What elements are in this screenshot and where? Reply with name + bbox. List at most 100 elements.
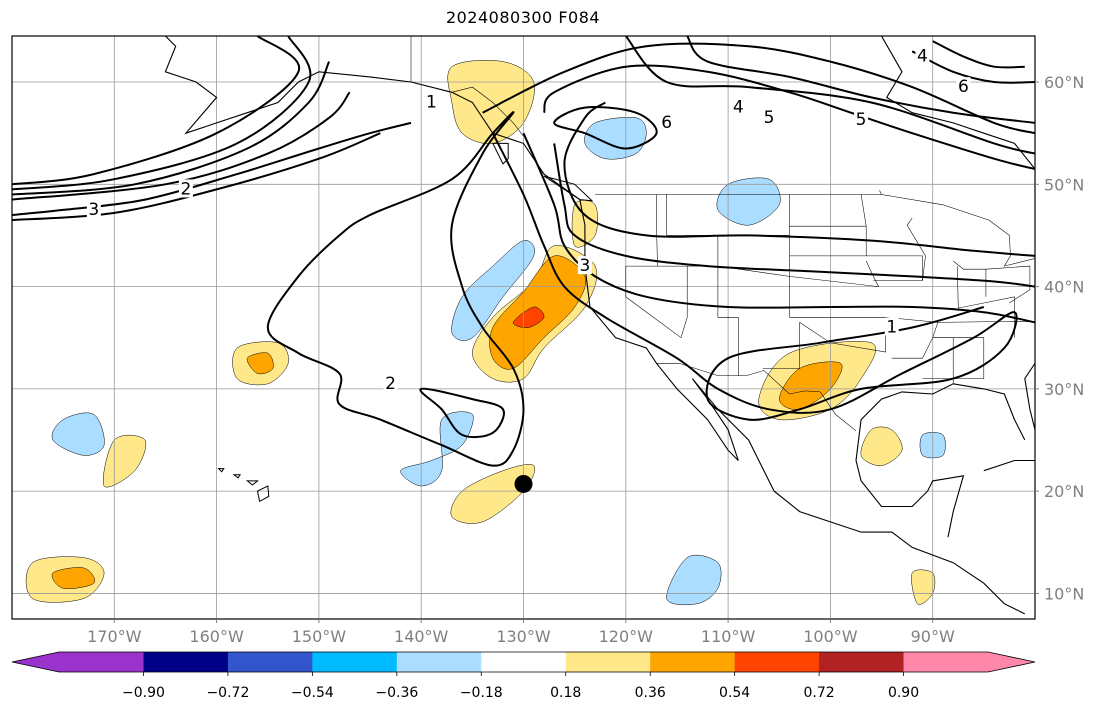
contour-line-14	[482, 42, 1035, 135]
anomaly-orange-sw-pacific	[51, 567, 95, 589]
border-us-mexico	[656, 363, 857, 432]
contour-label-bg	[577, 256, 592, 275]
colorbar-swatch	[565, 652, 651, 672]
anomaly-yellow-gulf-alaska	[447, 60, 535, 144]
contour-label-bg	[424, 92, 439, 111]
contour-label: 6	[958, 77, 969, 97]
anomaly-blue-interior	[716, 177, 781, 226]
contour-label: 4	[917, 46, 928, 66]
contour-label: 2	[385, 374, 396, 394]
coastline-east	[1024, 362, 1035, 430]
contour-label: 4	[733, 98, 744, 118]
lat-label: 40°N	[1044, 278, 1084, 297]
colorbar-swatch	[312, 652, 398, 672]
colorbar-swatch	[734, 652, 820, 672]
anomaly-red-offshore-ca	[513, 306, 545, 328]
lon-label: 140°W	[394, 627, 449, 646]
colorbar-outline	[11, 651, 1036, 673]
island-maui	[245, 480, 259, 486]
anomaly-blue-north-pacific	[451, 240, 535, 341]
coastline-cuba	[983, 459, 1035, 472]
contour-line-11	[553, 143, 1035, 288]
border-us-canada-great-lakes	[881, 194, 1035, 267]
contour-label: 5	[856, 110, 867, 130]
contour-label: 5	[764, 108, 775, 128]
contour-label-bg	[956, 77, 971, 96]
lat-label: 50°N	[1044, 175, 1084, 194]
border-state-11	[860, 194, 867, 227]
colorbar-swatch	[396, 652, 482, 672]
contour-line-17	[625, 36, 1035, 155]
anomaly-blue-west-pacific	[51, 412, 105, 456]
contour-label-bg	[854, 109, 869, 128]
contour-label-bg	[915, 46, 930, 65]
axis-labels-layer: 170°W 160°W 150°W 140°W 130°W 120°W 110°W 100°W…	[87, 73, 1084, 646]
lon-label: 130°W	[496, 627, 551, 646]
contour-line-12	[563, 101, 1035, 257]
border-alaska-panhandle	[410, 81, 524, 137]
lat-label: 10°N	[1044, 584, 1084, 603]
contour-label: 1	[426, 92, 437, 112]
contour-line-7	[12, 36, 301, 186]
anomaly-shading-layer	[25, 60, 946, 606]
contour-line-8	[419, 387, 505, 439]
contour-line-19	[911, 50, 1035, 84]
border-state-3	[656, 194, 658, 267]
colorbar-swatch	[481, 652, 567, 672]
colorbar-tick-label: −0.36	[375, 685, 418, 701]
contour-label-bg	[762, 107, 777, 126]
lat-label: 20°N	[1044, 482, 1084, 501]
map-title: 2024080300 F084	[445, 8, 601, 27]
contour-label-bg	[884, 317, 899, 336]
island-vancouver	[543, 175, 594, 202]
anomaly-blue-near-marker	[400, 411, 474, 487]
border-state-2	[625, 266, 682, 338]
colorbar-under-extension	[12, 652, 144, 672]
contour-line-1	[266, 111, 525, 467]
anomaly-orange-hawaii-ne	[246, 352, 274, 375]
contour-label-bg	[86, 199, 101, 218]
colorbar-swatch	[650, 652, 736, 672]
contour-label: 6	[661, 113, 672, 133]
colorbar-tick-label: 0.18	[550, 685, 581, 701]
lon-label: 100°W	[803, 627, 858, 646]
contour-label-bg	[178, 179, 193, 198]
colorbar-tick-label: 0.72	[804, 685, 835, 701]
colorbar-swatch	[227, 652, 313, 672]
contour-label: 3	[579, 256, 590, 276]
border-state-4	[717, 235, 739, 376]
border-us-canada-west	[595, 190, 882, 195]
colorbar-tick-label: 0.36	[635, 685, 666, 701]
lat-label: 60°N	[1044, 73, 1084, 92]
contours-layer	[12, 36, 1035, 467]
colorbar-tick-label: −0.18	[460, 685, 503, 701]
contour-line-16	[553, 106, 658, 150]
contour-label: 2	[180, 179, 191, 199]
contour-line-13	[543, 64, 1035, 170]
contour-line-2	[12, 121, 412, 216]
colorbar-swatch	[143, 652, 229, 672]
marker-layer	[514, 474, 533, 493]
contour-line-4	[12, 91, 351, 201]
anomaly-yellow-gulf-mexico	[860, 426, 903, 466]
colorbar-tick-label: 0.90	[888, 685, 919, 701]
colorbar-tick-label: −0.54	[291, 685, 334, 701]
coastline-gulf	[855, 383, 1026, 538]
anomaly-orange-mexico	[779, 361, 843, 410]
anomaly-lightblue-bc	[584, 117, 647, 160]
contour-line-3	[12, 132, 381, 222]
border-state-19	[985, 265, 1031, 304]
colorbar-tick-label: −0.72	[206, 685, 249, 701]
anomaly-blue-south	[666, 554, 722, 606]
contour-line-10	[522, 132, 1035, 324]
lon-label: 90°W	[911, 627, 955, 646]
coastline-alaska	[164, 36, 412, 135]
lon-label: 160°W	[189, 627, 244, 646]
island-hawaii	[256, 485, 270, 503]
coastline-north-america	[410, 81, 1026, 615]
border-state-5	[680, 266, 688, 338]
contour-label-bg	[383, 373, 398, 392]
lon-label: 150°W	[292, 627, 347, 646]
contour-line-18	[932, 40, 1025, 69]
